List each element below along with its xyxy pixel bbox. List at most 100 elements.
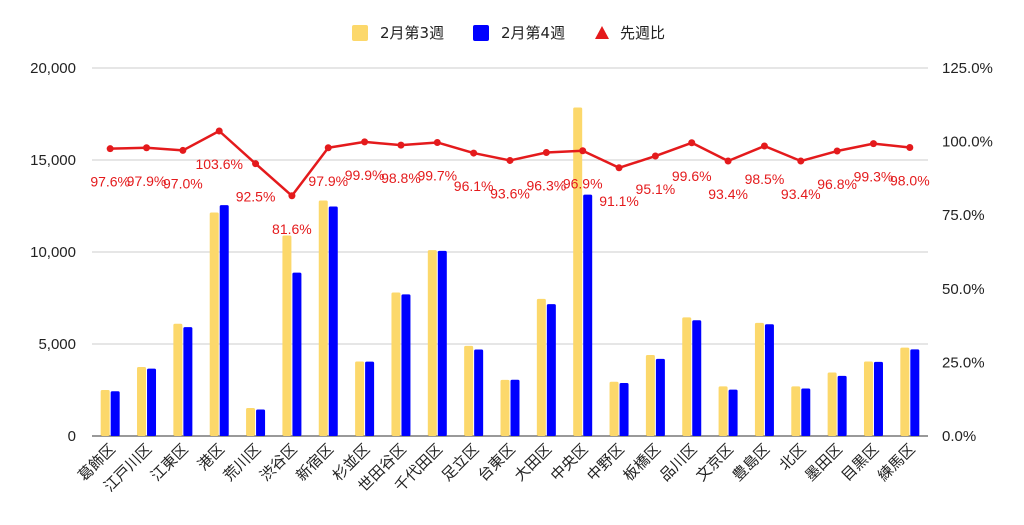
bar-week3 [173,323,183,436]
ratio-data-label: 97.9% [308,173,348,189]
legend: 2月第3週 2月第4週 先週比 [352,24,665,42]
ratio-point [252,160,260,168]
bar-week4 [619,383,629,436]
gridlines [92,67,928,437]
legend-label-week3: 2月第3週 [380,24,444,42]
ratio-point [579,147,587,155]
ratio-data-label: 96.1% [454,178,494,194]
ratio-data-label: 99.3% [854,169,894,185]
ratio-data-label: 98.0% [890,172,930,188]
ratio-data-label: 81.6% [272,221,312,237]
ratio-data-label: 97.6% [90,174,130,190]
right-axis: 0.0% 25.0% 50.0% 75.0% 100.0% 125.0% [942,60,993,445]
bar-week3 [900,347,910,436]
right-tick-label: 100.0% [942,134,993,151]
bar-week3 [682,317,692,436]
right-tick-label: 75.0% [942,207,985,224]
ratio-point [869,140,877,148]
ratio-point [615,164,623,172]
category-label: 新宿区 [293,440,338,485]
ratio-point [688,139,696,147]
bar-week3 [246,408,256,436]
ratio-point [797,157,805,165]
right-tick-label: 50.0% [942,281,985,298]
left-tick-label: 15,000 [30,152,76,169]
category-label: 板橋区 [620,440,665,485]
bar-week4 [147,368,157,436]
category-label: 荒川区 [220,440,265,485]
ratio-data-label: 99.9% [345,167,385,183]
ratio-data-label: 97.9% [127,173,167,189]
category-label: 豊島区 [729,440,774,485]
bar-week4 [801,388,811,436]
bar-week4 [546,304,556,436]
bar-week3 [318,200,328,436]
category-label: 目黒区 [838,440,883,485]
ratio-data-label: 98.5% [745,171,785,187]
bar-week4 [292,272,302,436]
ratio-point [433,138,441,146]
bar-week3 [827,372,837,436]
category-label: 江東区 [147,440,192,485]
ratio-data-label: 93.4% [708,186,748,202]
bar-week3 [282,235,292,436]
bar-week4 [873,361,883,436]
bar-week4 [728,389,738,436]
category-label: 文京区 [692,440,737,485]
bar-week4 [183,327,193,436]
bar-week4 [583,194,593,436]
bar-week3 [137,367,147,436]
ratio-data-label: 103.6% [195,156,242,172]
legend-triangle-icon [595,26,609,39]
category-label: 墨田区 [801,440,846,485]
ratio-point [724,157,732,165]
ratio-data-label: 99.7% [417,167,457,183]
bar-week3 [464,345,474,436]
bar-week3 [573,107,583,436]
category-label: 品川区 [656,440,701,485]
category-label: 中央区 [547,440,592,485]
legend-label-week4: 2月第4週 [501,24,565,42]
ratio-point [215,127,223,135]
category-label: 渋谷区 [256,440,301,485]
ratio-point [833,147,841,155]
bar-week3 [355,361,365,436]
bar-week3 [609,381,619,436]
bar-week4 [474,349,484,436]
ratio-data-label: 93.6% [490,185,530,201]
ratio-point [506,156,514,164]
ratio-point [397,141,405,149]
bar-week3 [645,355,655,436]
ratio-line: 97.6%97.9%97.0%103.6%92.5%81.6%97.9%99.9… [90,127,930,237]
left-tick-label: 5,000 [38,336,76,353]
bar-week4 [764,324,774,436]
bar-week4 [692,320,702,436]
ratio-data-label: 95.1% [636,181,676,197]
bar-week4 [655,358,665,436]
ratio-point [651,152,659,160]
bar-week3 [209,212,219,436]
bar-week4 [256,409,266,436]
ratio-data-label: 98.8% [381,170,421,186]
ratio-data-label: 99.6% [672,168,712,184]
bar-week3 [791,386,801,436]
bar-week4 [510,379,520,436]
ratio-point [906,143,914,151]
category-label: 足立区 [438,440,483,485]
left-tick-label: 20,000 [30,60,76,77]
category-label: 大田区 [511,440,556,485]
bar-week3 [500,379,510,436]
right-tick-label: 25.0% [942,354,985,371]
bar-week4 [219,205,229,436]
bar-week3 [427,250,437,436]
bar-week4 [437,250,447,436]
ratio-data-label: 97.0% [163,175,203,191]
ratio-point [324,144,332,152]
category-label: 台東区 [474,440,519,485]
bar-week3 [718,386,728,436]
ratio-data-label: 96.9% [563,176,603,192]
bar-week3 [863,361,873,436]
